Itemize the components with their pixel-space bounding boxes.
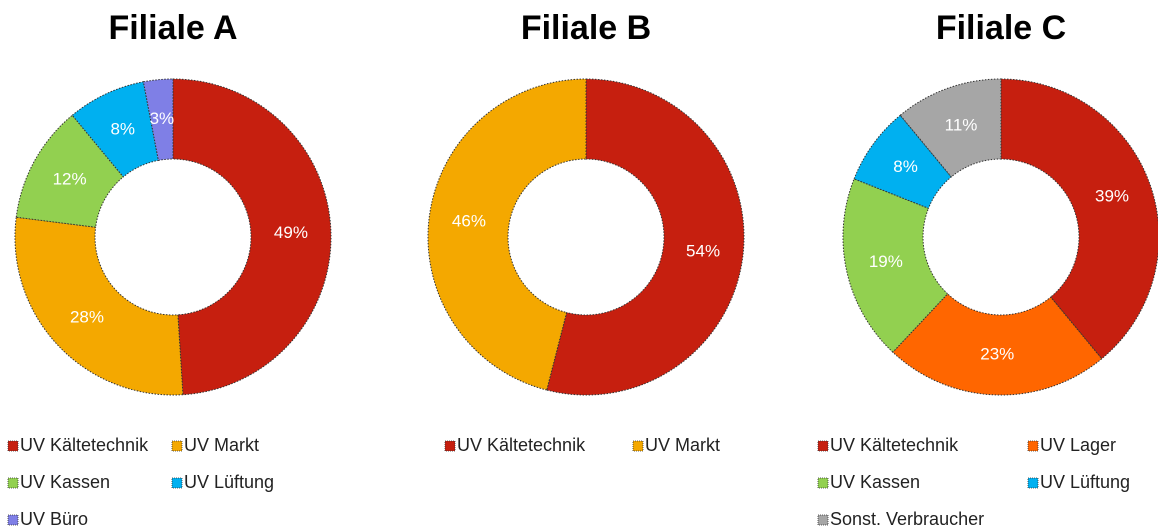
legend-swatch [817, 514, 829, 526]
legend-label: UV Markt [645, 435, 720, 455]
donut-segment [1000, 78, 1158, 360]
legend-swatch [171, 477, 183, 489]
chart-title: Filiale B [521, 9, 651, 47]
legend-label: UV Kältetechnik [457, 435, 586, 455]
data-label: 28% [70, 307, 104, 326]
donut-segment [172, 78, 332, 396]
legend-label: UV Kassen [20, 472, 110, 492]
data-label: 12% [53, 170, 87, 189]
data-label: 39% [1095, 187, 1129, 206]
legend-label: UV Kältetechnik [20, 435, 149, 455]
legend-label: UV Kältetechnik [830, 435, 959, 455]
legend-swatch [632, 440, 644, 452]
donut-segment [142, 78, 174, 161]
legend-label: UV Lüftung [1040, 472, 1130, 492]
data-label: 3% [150, 109, 175, 128]
donut-segment [14, 216, 184, 396]
legend-label: UV Lager [1040, 435, 1116, 455]
data-label: 8% [110, 120, 135, 139]
legend-label: UV Lüftung [184, 472, 274, 492]
data-label: 11% [945, 115, 978, 134]
donut-segment [546, 78, 745, 396]
legend-swatch [171, 440, 183, 452]
legend-label: UV Kassen [830, 472, 920, 492]
data-label: 49% [274, 223, 308, 242]
data-label: 46% [452, 212, 486, 231]
legend-swatch [1027, 440, 1039, 452]
legend-swatch [817, 440, 829, 452]
donut-segment [853, 114, 952, 209]
legend-swatch [1027, 477, 1039, 489]
donut-segment [842, 178, 949, 353]
chart-title: Filiale A [108, 9, 237, 47]
legend-swatch [7, 440, 19, 452]
data-label: 8% [893, 157, 918, 176]
legend-swatch [444, 440, 456, 452]
chart-title: Filiale C [936, 9, 1066, 47]
legend-label: UV Markt [184, 435, 259, 455]
donut-segment [427, 78, 587, 391]
donut-segment [892, 293, 1103, 396]
legend-swatch [7, 477, 19, 489]
legend-swatch [817, 477, 829, 489]
donut-segment [15, 114, 124, 228]
donut-segment [899, 78, 1002, 178]
data-label: 19% [869, 252, 903, 271]
data-label: 23% [980, 344, 1014, 363]
legend-swatch [7, 514, 19, 526]
legend-label: UV Büro [20, 509, 88, 528]
legend-label: Sonst. Verbraucher [830, 509, 984, 528]
data-label: 54% [686, 241, 720, 260]
